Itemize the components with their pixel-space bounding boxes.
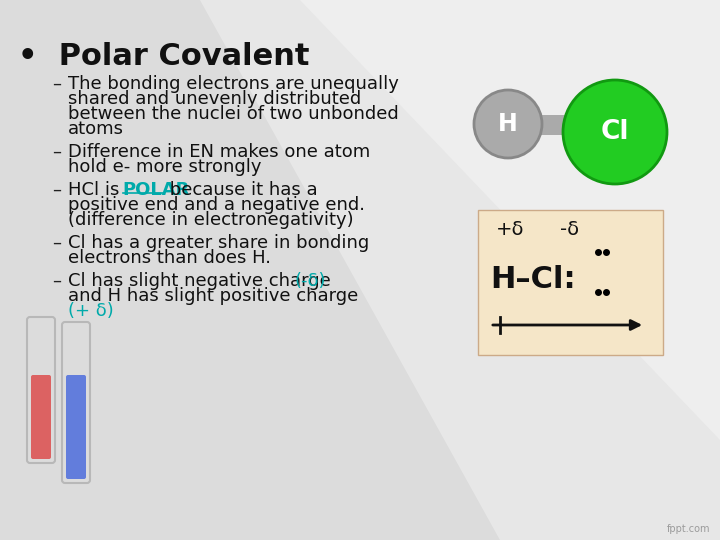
Text: Cl has slight negative charge: Cl has slight negative charge <box>68 272 336 290</box>
Text: +δ: +δ <box>496 220 524 239</box>
Circle shape <box>563 80 667 184</box>
Text: •  Polar Covalent: • Polar Covalent <box>18 42 310 71</box>
FancyBboxPatch shape <box>31 375 51 459</box>
Text: -δ: -δ <box>560 220 579 239</box>
Text: (+ δ): (+ δ) <box>68 302 114 320</box>
Polygon shape <box>200 0 720 540</box>
Text: –: – <box>52 181 61 199</box>
Text: hold e- more strongly: hold e- more strongly <box>68 158 261 176</box>
Text: Difference in EN makes one atom: Difference in EN makes one atom <box>68 143 370 161</box>
Text: –: – <box>52 272 61 290</box>
Text: between the nuclei of two unbonded: between the nuclei of two unbonded <box>68 105 399 123</box>
Text: and H has slight positive charge: and H has slight positive charge <box>68 287 359 305</box>
Text: (difference in electronegativity): (difference in electronegativity) <box>68 211 354 229</box>
Text: H–Cl:: H–Cl: <box>490 265 575 294</box>
Text: –: – <box>52 234 61 252</box>
Text: positive end and a negative end.: positive end and a negative end. <box>68 196 365 214</box>
Text: Cl: Cl <box>600 119 629 145</box>
Circle shape <box>474 90 542 158</box>
FancyBboxPatch shape <box>505 115 581 135</box>
Text: –: – <box>52 75 61 93</box>
Polygon shape <box>0 0 720 440</box>
FancyBboxPatch shape <box>478 210 663 355</box>
Text: Cl has a greater share in bonding: Cl has a greater share in bonding <box>68 234 369 252</box>
Text: (-δ): (-δ) <box>294 272 325 290</box>
Text: atoms: atoms <box>68 120 124 138</box>
Text: The bonding electrons are unequally: The bonding electrons are unequally <box>68 75 399 93</box>
FancyBboxPatch shape <box>62 322 90 483</box>
FancyBboxPatch shape <box>27 317 55 463</box>
Text: –: – <box>52 143 61 161</box>
Text: electrons than does H.: electrons than does H. <box>68 249 271 267</box>
Text: fppt.com: fppt.com <box>667 524 710 534</box>
Text: shared and unevenly distributed: shared and unevenly distributed <box>68 90 361 108</box>
Text: HCl is: HCl is <box>68 181 125 199</box>
FancyBboxPatch shape <box>66 375 86 479</box>
Text: POLAR: POLAR <box>122 181 190 199</box>
Text: because it has a: because it has a <box>163 181 318 199</box>
Text: H: H <box>498 112 518 136</box>
